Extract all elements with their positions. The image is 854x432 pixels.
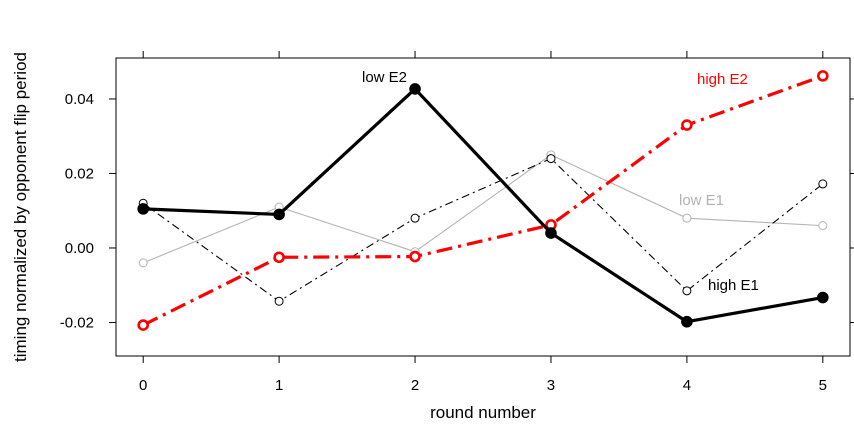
label-low-E1: low E1 (679, 192, 724, 209)
y-tick-label: 0.00 (65, 240, 94, 257)
data-point-high-e1 (546, 154, 556, 164)
x-axis: 0 1 2 3 4 5 (139, 51, 827, 394)
label-high-E2: high E2 (697, 71, 748, 88)
series-line-low-e2 (143, 87, 824, 324)
x-tick-label: 1 (275, 377, 283, 394)
y-tick-label: 0.02 (65, 165, 94, 182)
y-axis-title: timing normalized by opponent flip perio… (11, 52, 30, 362)
data-point-high-e1 (410, 213, 420, 223)
label-high-E1: high E1 (708, 277, 759, 294)
plot-frame (115, 57, 851, 357)
data-point-high-e2 (817, 70, 829, 82)
data-point-high-e2 (137, 319, 149, 331)
data-point-high-e1 (682, 286, 692, 296)
data-point-low-e1 (818, 221, 828, 231)
x-tick-label: 4 (683, 377, 691, 394)
series-line-high-e1 (142, 158, 824, 302)
data-point-low-e1 (138, 258, 148, 268)
series-line-high-e2 (142, 74, 824, 327)
data-point-low-e2 (681, 315, 693, 328)
y-tick-label: 0.04 (65, 91, 94, 108)
x-axis-title: round number (430, 403, 536, 422)
data-point-low-e2 (137, 203, 149, 215)
data-point-high-e1 (274, 296, 284, 306)
data-point-low-e2 (409, 83, 421, 95)
x-tick-label: 5 (819, 377, 827, 394)
y-axis: -0.02 0.00 0.02 0.04 (60, 91, 854, 331)
data-point-high-e2 (273, 251, 285, 264)
data-point-low-e2 (817, 291, 829, 304)
x-tick-label: 0 (139, 377, 147, 394)
data-point-high-e1 (818, 179, 828, 189)
x-tick-label: 3 (547, 377, 555, 394)
data-point-low-e1 (682, 213, 692, 223)
data-point-high-e2 (409, 250, 421, 263)
series-line-low-e1 (142, 154, 823, 264)
label-low-E2: low E2 (362, 69, 407, 86)
y-tick-label: -0.02 (60, 314, 94, 331)
data-point-low-e2 (273, 208, 285, 221)
x-tick-label: 2 (411, 377, 419, 394)
data-point-high-e2 (681, 119, 693, 131)
series-layer (137, 70, 829, 331)
data-point-low-e2 (545, 227, 557, 239)
